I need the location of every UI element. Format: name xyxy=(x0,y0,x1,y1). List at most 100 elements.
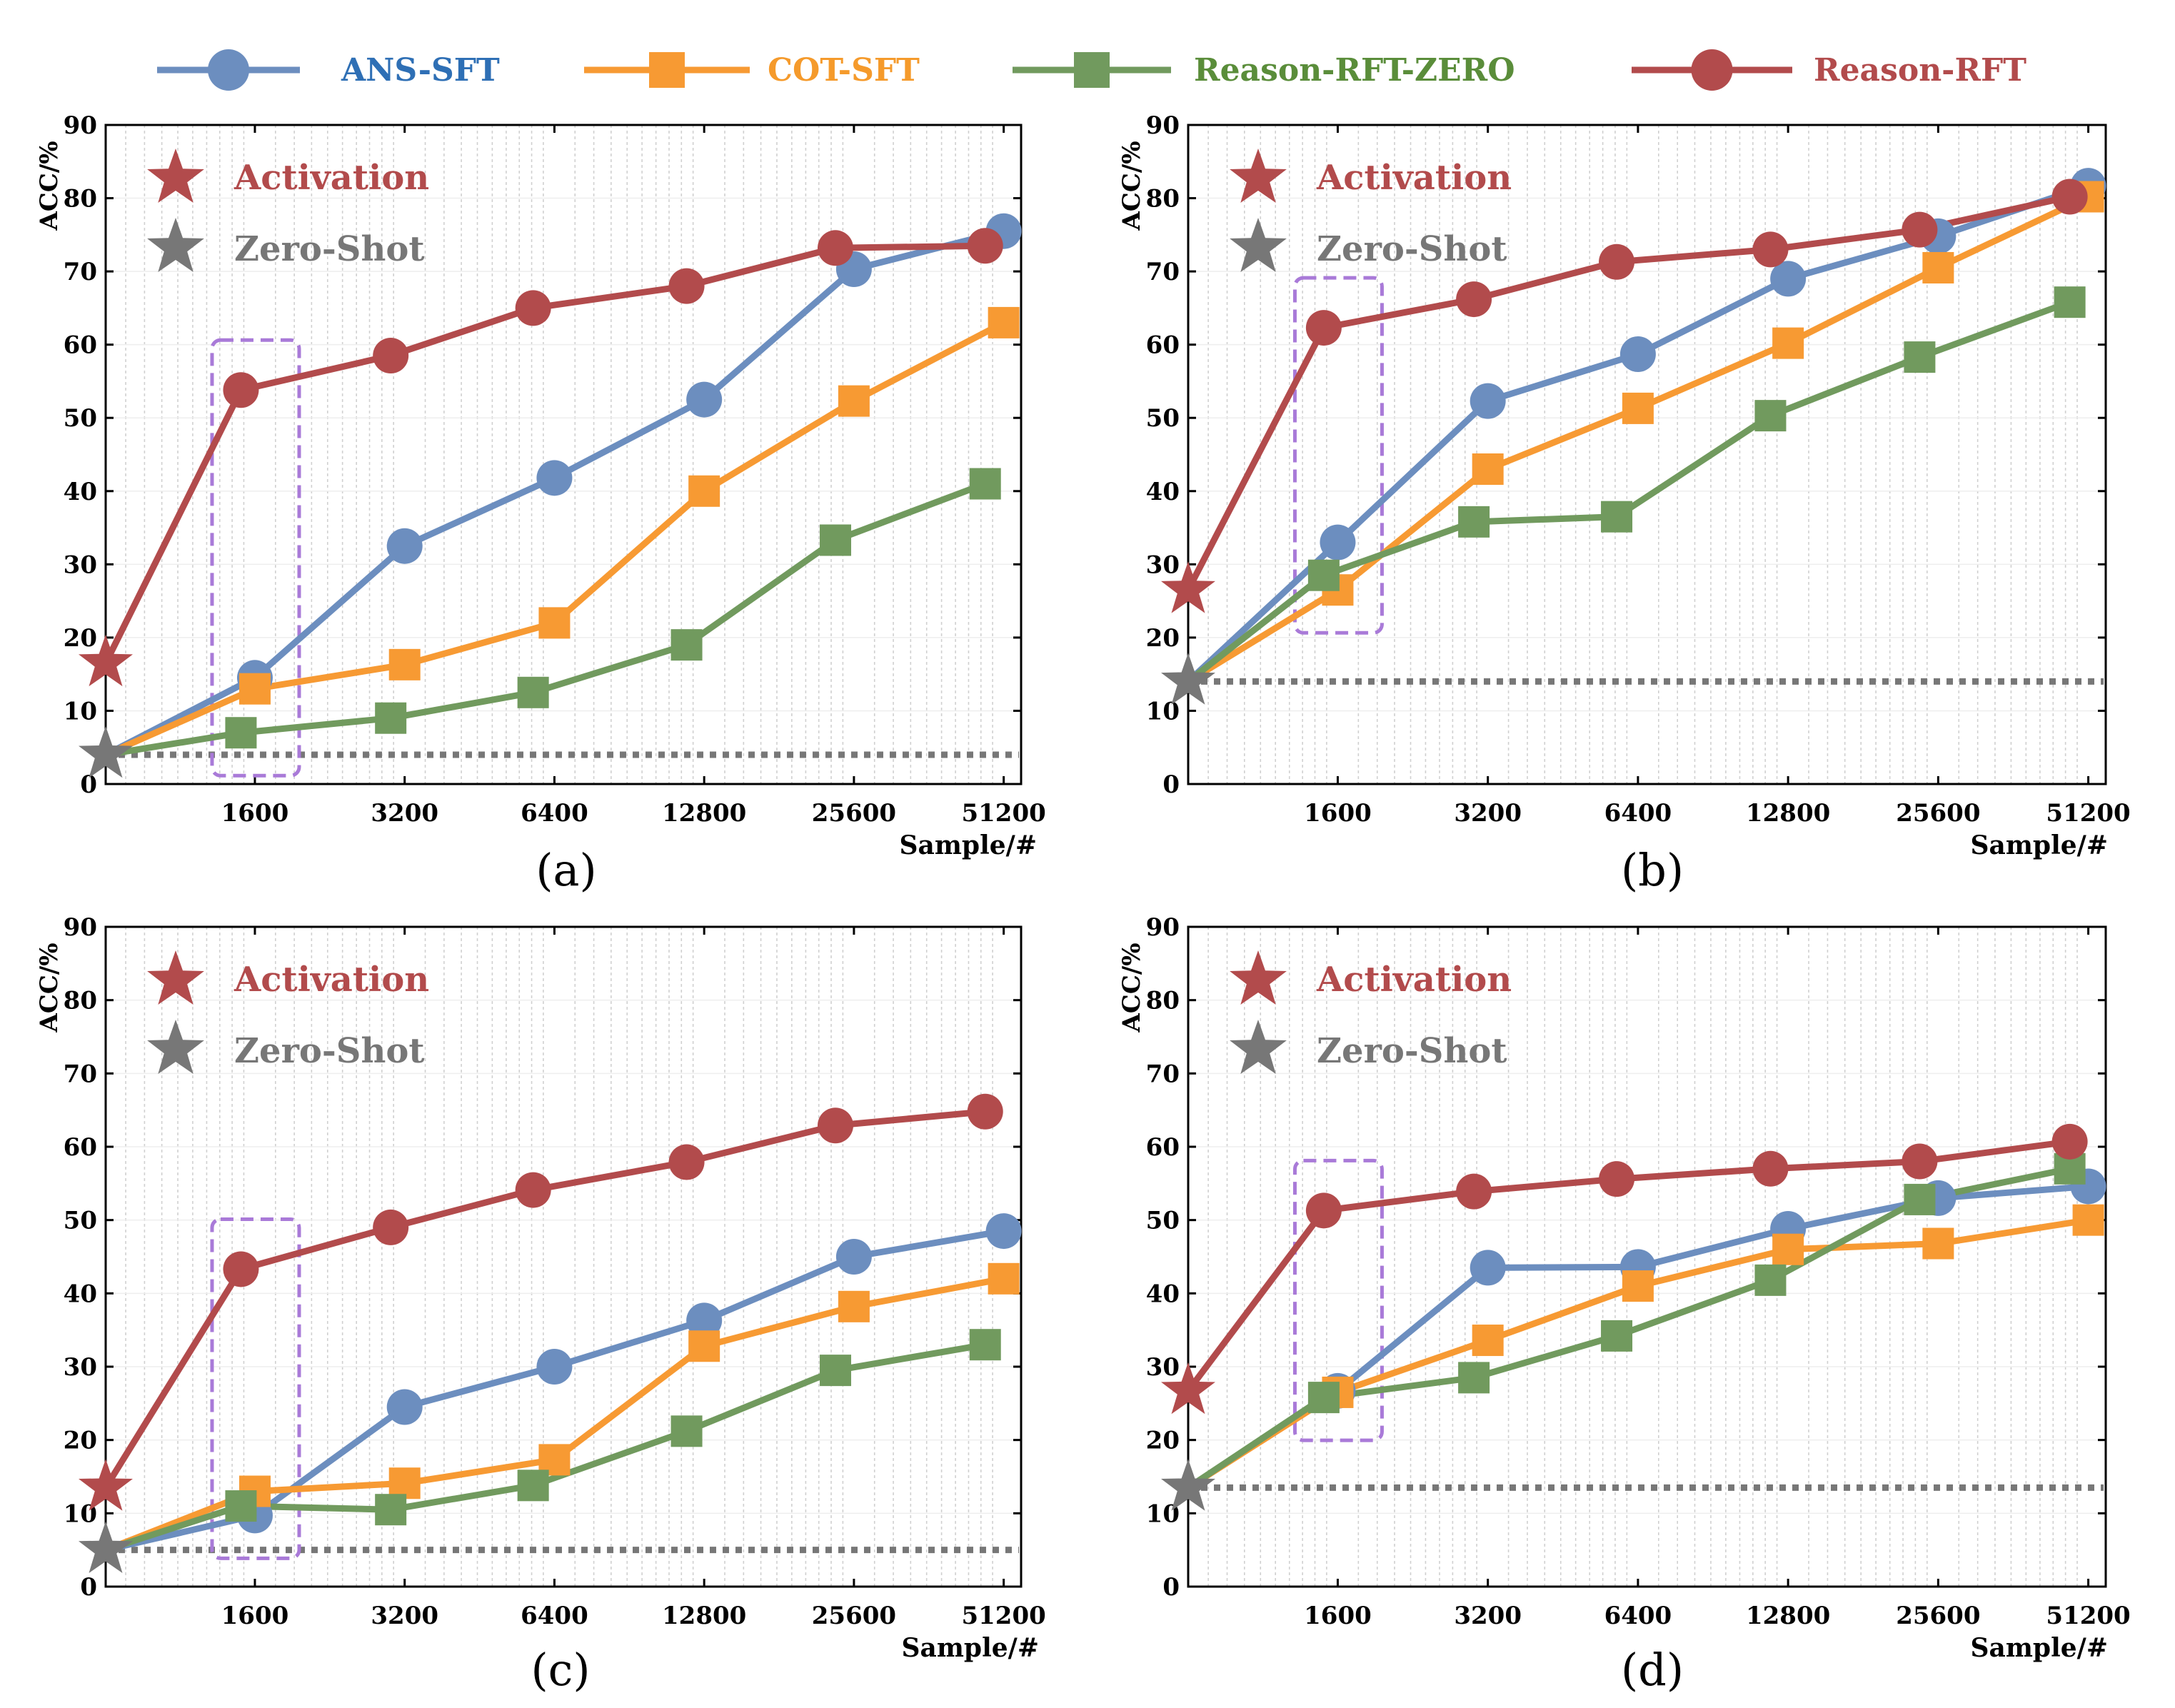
data-point-ans-sft xyxy=(536,460,573,496)
y-tick-label: 60 xyxy=(64,1133,97,1162)
data-point-ans-sft xyxy=(1619,336,1656,372)
data-point-rft xyxy=(223,372,259,408)
x-tick-label: 51200 xyxy=(2046,1602,2130,1630)
data-point-ans-sft xyxy=(536,1349,573,1385)
data-point-rft xyxy=(668,1144,705,1180)
zero-shot-label: Zero-Shot xyxy=(234,1031,425,1071)
y-tick-label: 90 xyxy=(64,913,97,942)
data-point-ans-sft xyxy=(1470,383,1506,419)
data-point-zero xyxy=(969,1329,1001,1361)
y-tick-label: 30 xyxy=(1146,551,1180,579)
series-group xyxy=(1185,168,2106,685)
activation-star xyxy=(1161,561,1215,613)
data-point-zero xyxy=(820,1355,852,1387)
y-tick-label: 90 xyxy=(1146,913,1180,942)
data-point-rft xyxy=(515,1172,551,1208)
data-point-zero xyxy=(517,1470,549,1502)
data-point-ans-sft xyxy=(1470,1250,1506,1286)
y-tick-label: 80 xyxy=(64,987,97,1015)
y-tick-label: 20 xyxy=(64,1427,97,1455)
x-tick-label: 6400 xyxy=(1604,1602,1672,1630)
data-point-rft xyxy=(1599,243,1635,280)
x-tick-label: 51200 xyxy=(2046,799,2130,828)
data-point-rft xyxy=(1305,310,1342,346)
zero-shot-star-icon xyxy=(147,218,204,272)
data-point-cot-sft xyxy=(1472,1325,1504,1357)
data-point-cot-sft xyxy=(388,1467,421,1499)
data-point-zero xyxy=(1458,1362,1490,1394)
gridlines xyxy=(1188,927,2106,1587)
zero-shot-star xyxy=(1161,653,1215,705)
activation-star-icon xyxy=(147,950,204,1005)
y-tick-label: 80 xyxy=(1146,987,1180,1015)
y-tick-label: 50 xyxy=(1146,404,1180,433)
legend-marker xyxy=(1074,52,1110,88)
data-point-cot-sft xyxy=(238,673,271,705)
x-tick-label: 1600 xyxy=(1304,1602,1372,1630)
data-point-zero xyxy=(1601,501,1633,533)
x-tick-label: 1600 xyxy=(221,799,289,828)
y-axis-label: ACC/% xyxy=(1117,141,1146,231)
data-point-cot-sft xyxy=(1772,327,1804,359)
legend-item-rft: Reason-RFT xyxy=(1632,49,2026,91)
x-tick-label: 3200 xyxy=(371,799,438,828)
series-group xyxy=(1185,1123,2106,1491)
x-tick-label: 3200 xyxy=(1454,1602,1522,1630)
data-point-ans-sft xyxy=(985,1213,1022,1250)
data-point-cot-sft xyxy=(2072,1204,2104,1236)
y-tick-label: 0 xyxy=(80,770,97,799)
data-point-zero xyxy=(1754,400,1787,432)
data-point-rft xyxy=(1902,211,1938,248)
data-point-rft xyxy=(373,338,409,374)
data-point-zero xyxy=(1904,1183,1936,1215)
data-point-zero xyxy=(375,702,407,734)
y-tick-label: 30 xyxy=(64,551,97,579)
y-axis-label: ACC/% xyxy=(35,943,64,1033)
y-tick-label: 50 xyxy=(64,1207,97,1235)
y-tick-label: 70 xyxy=(1146,258,1180,286)
inner-legend: Activation Zero-Shot xyxy=(1230,950,1512,1074)
highlight-box xyxy=(1292,276,1384,635)
zero-shot-label: Zero-Shot xyxy=(1317,1031,1507,1071)
x-axis: 1600 3200 6400 12800 25600 51200 xyxy=(1304,125,2131,828)
y-tick-label: 20 xyxy=(1146,624,1180,653)
data-point-cot-sft xyxy=(388,648,421,680)
data-point-zero xyxy=(1307,1382,1340,1414)
y-axis: 0 10 20 30 40 50 60 70 80 90 xyxy=(64,111,1021,799)
data-point-rft xyxy=(818,1107,854,1144)
data-point-zero xyxy=(820,524,852,556)
x-tick-label: 12800 xyxy=(1746,799,1830,828)
x-tick-label: 25600 xyxy=(1896,1602,1980,1630)
y-tick-label: 50 xyxy=(1146,1207,1180,1235)
zero-shot-label: Zero-Shot xyxy=(234,229,425,269)
data-point-cot-sft xyxy=(1922,251,1954,283)
y-tick-label: 70 xyxy=(64,258,97,286)
data-point-ans-sft xyxy=(1770,261,1807,297)
legend-item-cot-sft: COT-SFT xyxy=(584,52,920,89)
x-tick-label: 25600 xyxy=(812,799,896,828)
x-axis-label: Sample/# xyxy=(1971,1633,2108,1663)
data-point-cot-sft xyxy=(1472,453,1504,486)
data-point-cot-sft xyxy=(1922,1227,1954,1260)
x-tick-label: 12800 xyxy=(662,799,746,828)
zero-shot-star-icon xyxy=(147,1020,204,1074)
activation-star-icon xyxy=(1230,950,1287,1005)
data-point-rft xyxy=(668,268,705,304)
y-tick-label: 60 xyxy=(1146,331,1180,360)
plot-frame xyxy=(1187,124,2107,785)
y-tick-label: 20 xyxy=(64,624,97,653)
activation-star xyxy=(79,634,133,687)
data-point-zero xyxy=(670,1415,703,1447)
zero-shot-star-icon xyxy=(1230,218,1287,272)
x-tick-label: 3200 xyxy=(371,1602,438,1630)
zero-shot-label: Zero-Shot xyxy=(1317,229,1507,269)
x-axis-label: Sample/# xyxy=(900,830,1037,860)
data-point-cot-sft xyxy=(538,607,571,639)
y-axis-label: ACC/% xyxy=(35,141,64,231)
x-axis: 1600 3200 6400 12800 25600 51200 xyxy=(221,927,1046,1630)
data-point-zero xyxy=(225,1490,257,1522)
plot-frame xyxy=(104,124,1023,785)
zero-shot-star-icon xyxy=(1230,1020,1287,1074)
data-point-cot-sft xyxy=(1622,1270,1654,1302)
